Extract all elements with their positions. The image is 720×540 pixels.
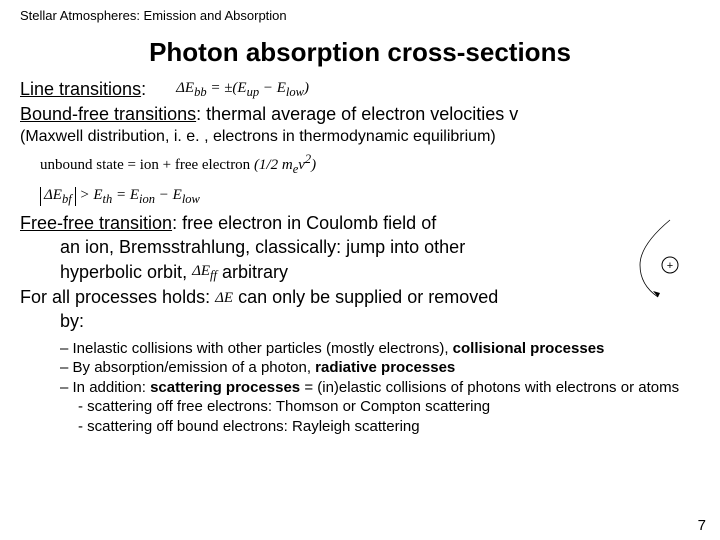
bullet-list: – Inelastic collisions with other partic… (20, 339, 700, 437)
coulomb-diagram: + (620, 215, 690, 305)
sub-bullet-1: - scattering off free electrons: Thomson… (78, 397, 700, 417)
all-processes-row1: For all processes holds: ΔE can only be … (20, 286, 700, 309)
plus-icon: + (667, 260, 673, 272)
bullet-2: – By absorption/emission of a photon, ra… (60, 358, 700, 378)
unbound-state-formula: unbound state = ion + free electron (1/2… (40, 152, 700, 178)
bound-free-row: Bound-free transitions: thermal average … (20, 103, 700, 126)
line-transitions-label: Line transitions (20, 79, 141, 99)
page-title: Photon absorption cross-sections (20, 37, 700, 68)
bullet-3: – In addition: scattering processes = (i… (60, 378, 700, 398)
delta-e-inline: ΔE (215, 289, 233, 308)
sub-bullet-2: - scattering off bound electrons: Raylei… (78, 417, 700, 437)
free-free-label: Free-free transition (20, 213, 172, 233)
delta-eff-inline: ΔEff (192, 262, 217, 284)
bullet-1: – Inelastic collisions with other partic… (60, 339, 700, 359)
free-free-row1: Free-free transition: free electron in C… (20, 212, 700, 235)
page-number: 7 (698, 517, 706, 534)
header-text: Stellar Atmospheres: Emission and Absorp… (20, 8, 700, 23)
all-processes-row2: by: (20, 310, 700, 333)
maxwell-note: (Maxwell distribution, i. e. , electrons… (20, 128, 700, 146)
bound-free-label: Bound-free transitions (20, 104, 196, 124)
ebf-formula: ΔEbf > Eth = Eion − Elow (40, 182, 700, 212)
free-free-row2: an ion, Bremsstrahlung, classically: jum… (20, 236, 700, 259)
free-free-row3: hyperbolic orbit, ΔEff arbitrary (20, 261, 700, 284)
line-transitions-row: Line transitions: ΔEbb = ±(Eup − Elow) (20, 78, 700, 101)
delta-ebb-formula: ΔEbb = ±(Eup − Elow) (176, 79, 309, 101)
